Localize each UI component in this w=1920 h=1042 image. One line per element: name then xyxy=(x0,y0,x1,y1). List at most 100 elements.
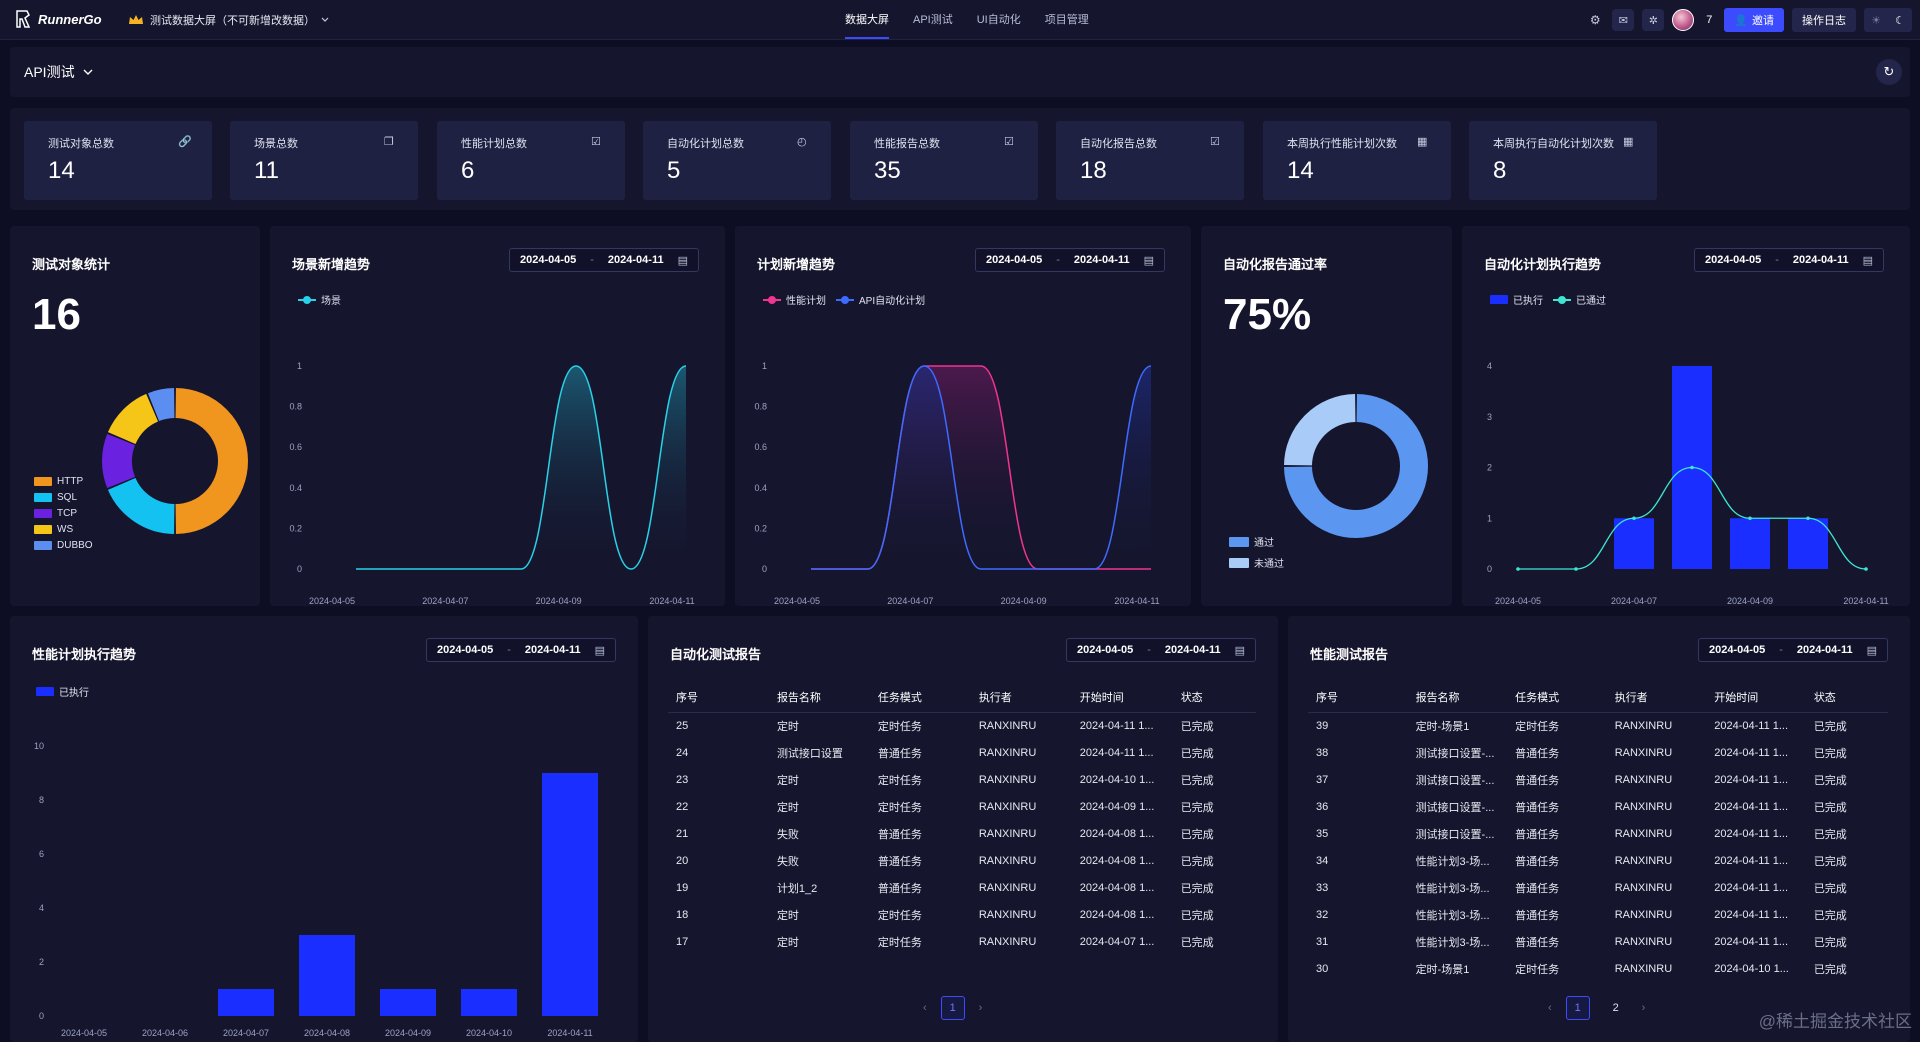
legend-item[interactable]: WS xyxy=(34,524,93,535)
table-cell: 2024-04-11 1... xyxy=(1079,746,1154,759)
page-button[interactable]: 2 xyxy=(1612,1002,1619,1014)
message-icon[interactable]: ✉ xyxy=(1612,9,1635,31)
table-header-row: 序号 报告名称 任务模式 执行者 开始时间 状态 xyxy=(668,682,1256,713)
moon-icon[interactable]: ☾ xyxy=(1895,14,1905,27)
plan-area-0 xyxy=(811,366,1151,569)
legend-item[interactable]: DUBBO xyxy=(34,540,93,551)
next-page-icon[interactable]: › xyxy=(978,1002,983,1014)
team-selector[interactable]: 测试数据大屏（不可新增改数据） xyxy=(128,12,329,28)
refresh-button[interactable]: ↻ xyxy=(1876,59,1902,85)
table-row[interactable]: 25 定时 定时任务 RANXINRU 2024-04-11 1... 已完成 xyxy=(668,712,1256,739)
prev-page-icon[interactable]: ‹ xyxy=(1548,1002,1552,1014)
tab-ui-automation[interactable]: UI自动化 xyxy=(976,14,1021,26)
table-row[interactable]: 34 性能计划3-场... 普通任务 RANXINRU 2024-04-11 1... 已… xyxy=(1308,847,1888,874)
table-row[interactable]: 18 定时 定时任务 RANXINRU 2024-04-08 1... 已完成 xyxy=(668,901,1256,928)
date-range-picker[interactable]: 2024-04-05 - 2024-04-11 ▤ xyxy=(508,248,699,272)
pagination: ‹ 1 2 › xyxy=(1548,996,1645,1020)
invite-button[interactable]: 👤 邀请 xyxy=(1724,8,1784,32)
table-cell: 36 xyxy=(1316,800,1329,813)
date-range-picker[interactable]: 2024-04-05 - 2024-04-11 ▤ xyxy=(1065,638,1256,662)
calendar-clock-icon: ◴ xyxy=(797,136,807,148)
column-header: 状态 xyxy=(1172,682,1256,713)
table-row[interactable]: 33 性能计划3-场... 普通任务 RANXINRU 2024-04-11 1... 已… xyxy=(1308,874,1888,901)
table-row[interactable]: 19 计划1_2 普通任务 RANXINRU 2024-04-08 1... 已完成 xyxy=(668,874,1256,901)
date-range-picker[interactable]: 2024-04-05 - 2024-04-11 ▤ xyxy=(1697,638,1888,662)
table-cell: 计划1_2 xyxy=(776,882,818,895)
table-cell: RANXINRU xyxy=(1614,827,1673,840)
table-cell: 定时 xyxy=(776,801,799,814)
table-cell: 2024-04-11 1... xyxy=(1714,746,1789,759)
sun-icon[interactable]: ☀ xyxy=(1871,14,1881,27)
stat-card-test-objects: 测试对象总数 14 🔗 xyxy=(24,121,212,200)
stat-card-auto-plans: 自动化计划总数 5 ◴ xyxy=(643,121,831,200)
table-row[interactable]: 30 定时-场景1 定时任务 RANXINRU 2024-04-10 1... 已完成 xyxy=(1308,955,1888,982)
date-range-picker[interactable]: 2024-04-05 - 2024-04-11 ▤ xyxy=(974,248,1165,272)
date-range-picker[interactable]: 2024-04-05 - 2024-04-11 ▤ xyxy=(1693,248,1884,272)
page-button[interactable]: 1 xyxy=(1565,996,1590,1020)
x-tick-label: 2024-04-05 xyxy=(1495,596,1541,606)
operation-log-button[interactable]: 操作日志 xyxy=(1792,8,1856,32)
stat-card-auto-reports: 自动化报告总数 18 ☑ xyxy=(1056,121,1244,200)
prev-page-icon[interactable]: ‹ xyxy=(923,1002,927,1014)
stat-card-scenes: 场景总数 11 ❐ xyxy=(230,121,418,200)
table-row[interactable]: 38 测试接口设置-... 普通任务 RANXINRU 2024-04-11 1... 已… xyxy=(1308,739,1888,766)
tab-project-manage[interactable]: 项目管理 xyxy=(1044,14,1089,26)
legend-item[interactable]: API自动化计划 xyxy=(836,292,925,307)
tab-api-test[interactable]: API测试 xyxy=(913,14,953,26)
legend-item[interactable]: 通过 xyxy=(1229,534,1284,549)
y-tick-label: 1 xyxy=(1487,513,1492,523)
tab-dashboard[interactable]: 数据大屏 xyxy=(845,0,889,40)
table-row[interactable]: 37 测试接口设置-... 普通任务 RANXINRU 2024-04-11 1... 已… xyxy=(1308,766,1888,793)
x-tick-label: 2024-04-11 xyxy=(1114,596,1159,606)
app-logo[interactable]: RunnerGo xyxy=(14,9,102,29)
legend-item[interactable]: HTTP xyxy=(34,476,93,487)
chevron-down-icon xyxy=(83,69,93,75)
table-row[interactable]: 31 性能计划3-场... 普通任务 RANXINRU 2024-04-11 1... 已… xyxy=(1308,928,1888,955)
table-row[interactable]: 24 测试接口设置 普通任务 RANXINRU 2024-04-11 1... 已完成 xyxy=(668,739,1256,766)
y-tick-label: 0.6 xyxy=(289,442,302,452)
legend-item[interactable]: 已通过 xyxy=(1553,292,1606,307)
table-row[interactable]: 21 失败 普通任务 RANXINRU 2024-04-08 1... 已完成 xyxy=(668,820,1256,847)
executed-bar xyxy=(299,935,355,1016)
legend-item[interactable]: 已执行 xyxy=(1490,292,1543,307)
table-cell: 定时 xyxy=(776,936,799,949)
table-row[interactable]: 23 定时 定时任务 RANXINRU 2024-04-10 1... 已完成 xyxy=(668,766,1256,793)
table-row[interactable]: 32 性能计划3-场... 普通任务 RANXINRU 2024-04-11 1... 已… xyxy=(1308,901,1888,928)
table-cell: 2024-04-11 1... xyxy=(1714,881,1789,894)
legend-item[interactable]: 性能计划 xyxy=(763,292,826,307)
main-nav: 数据大屏 API测试 UI自动化 项目管理 xyxy=(845,0,1089,40)
page-button[interactable]: 1 xyxy=(940,996,965,1020)
executed-bar xyxy=(380,989,436,1016)
table-cell: 性能计划3-场... xyxy=(1415,882,1490,895)
executed-bar xyxy=(1730,518,1770,569)
preferences-icon[interactable]: ✲ xyxy=(1642,9,1665,31)
legend-swatch xyxy=(36,687,54,696)
y-tick-label: 4 xyxy=(1487,361,1492,371)
legend-item[interactable]: 场景 xyxy=(298,292,341,307)
legend-label: DUBBO xyxy=(57,540,93,551)
table-row[interactable]: 20 失败 普通任务 RANXINRU 2024-04-08 1... 已完成 xyxy=(668,847,1256,874)
date-range-picker[interactable]: 2024-04-05 - 2024-04-11 ▤ xyxy=(425,638,616,662)
legend-swatch xyxy=(34,477,52,486)
table-row[interactable]: 39 定时-场景1 定时任务 RANXINRU 2024-04-11 1... 已完成 xyxy=(1308,712,1888,739)
card-title: 场景新增趋势 xyxy=(292,257,371,272)
table-row[interactable]: 36 测试接口设置-... 普通任务 RANXINRU 2024-04-11 1... 已… xyxy=(1308,793,1888,820)
legend-item[interactable]: 已执行 xyxy=(36,684,89,699)
avatar[interactable] xyxy=(1672,9,1695,31)
legend-line-swatch xyxy=(836,295,854,305)
table-row[interactable]: 35 测试接口设置-... 普通任务 RANXINRU 2024-04-11 1... 已… xyxy=(1308,820,1888,847)
table-row[interactable]: 17 定时 定时任务 RANXINRU 2024-04-07 1... 已完成 xyxy=(668,928,1256,955)
legend-swatch xyxy=(34,493,52,502)
legend-item[interactable]: TCP xyxy=(34,508,93,519)
next-page-icon[interactable]: › xyxy=(1641,1002,1646,1014)
legend-item[interactable]: 未通过 xyxy=(1229,555,1284,570)
scene-area xyxy=(356,366,686,569)
y-tick-label: 2 xyxy=(1487,463,1492,473)
legend-item[interactable]: SQL xyxy=(34,492,93,503)
settings-gear-icon[interactable]: ⚙ xyxy=(1589,13,1601,27)
view-dropdown[interactable]: API测试 xyxy=(24,62,93,82)
table-cell: 失败 xyxy=(776,855,799,868)
table-cell: RANXINRU xyxy=(1614,800,1673,813)
theme-toggle[interactable]: ☀ ☾ xyxy=(1864,8,1912,32)
table-row[interactable]: 22 定时 定时任务 RANXINRU 2024-04-09 1... 已完成 xyxy=(668,793,1256,820)
